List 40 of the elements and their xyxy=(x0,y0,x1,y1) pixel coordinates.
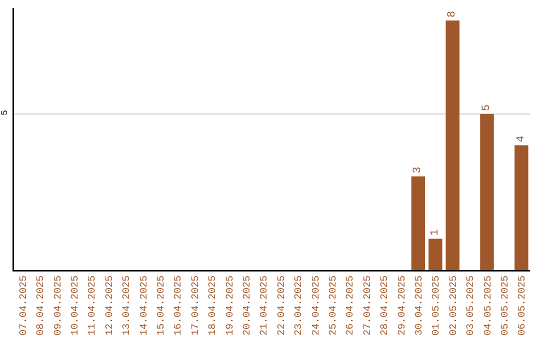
x-tick-label: 26.04.2025 xyxy=(346,276,357,336)
x-tick-label: 06.05.2025 xyxy=(518,276,529,336)
x-tick-label: 14.04.2025 xyxy=(139,276,150,336)
x-tick-label: 01.05.2025 xyxy=(432,276,443,336)
x-tick-label: 11.04.2025 xyxy=(88,276,99,336)
x-tick-label: 27.04.2025 xyxy=(362,276,374,336)
x-tick-label: 15.04.2025 xyxy=(156,276,168,336)
bar xyxy=(480,114,494,270)
data-label: 8 xyxy=(446,10,459,18)
x-tick-label: 13.04.2025 xyxy=(122,276,134,336)
x-tick-label: 12.04.2025 xyxy=(104,276,116,336)
x-tick-label: 23.04.2025 xyxy=(294,276,306,336)
data-label: 5 xyxy=(481,104,493,112)
bar xyxy=(411,176,426,270)
x-tick-label: 10.04.2025 xyxy=(70,276,82,336)
x-tick-label: 07.04.2025 xyxy=(18,276,30,336)
x-tick-label: 21.04.2025 xyxy=(260,276,271,336)
x-tick-label: 30.04.2025 xyxy=(414,276,426,336)
bar xyxy=(514,145,528,270)
x-tick-label: 19.04.2025 xyxy=(225,276,236,336)
x-tick-label: 08.04.2025 xyxy=(36,276,48,336)
x-tick-label: 17.04.2025 xyxy=(190,276,202,336)
data-label: 4 xyxy=(515,135,528,142)
x-tick-label: 09.04.2025 xyxy=(53,276,64,336)
data-label: 3 xyxy=(412,166,424,174)
x-tick-label: 04.05.2025 xyxy=(483,276,494,336)
x-tick-label: 18.04.2025 xyxy=(208,276,220,336)
x-tick-label: 03.05.2025 xyxy=(466,276,478,336)
bar xyxy=(428,238,442,270)
x-tick-label: 28.04.2025 xyxy=(380,276,392,336)
x-tick-label: 25.04.2025 xyxy=(328,276,340,336)
x-tick-label: 02.05.2025 xyxy=(448,276,460,336)
x-tick-label: 24.04.2025 xyxy=(311,276,322,336)
data-label: 1 xyxy=(429,228,442,236)
x-tick-label: 16.04.2025 xyxy=(174,276,185,336)
x-tick-label: 29.04.2025 xyxy=(397,276,408,336)
x-tick-label: 22.04.2025 xyxy=(276,276,288,336)
bar xyxy=(446,20,460,270)
x-tick-label: 20.04.2025 xyxy=(242,276,254,336)
x-tick-label: 05.05.2025 xyxy=(500,276,512,336)
